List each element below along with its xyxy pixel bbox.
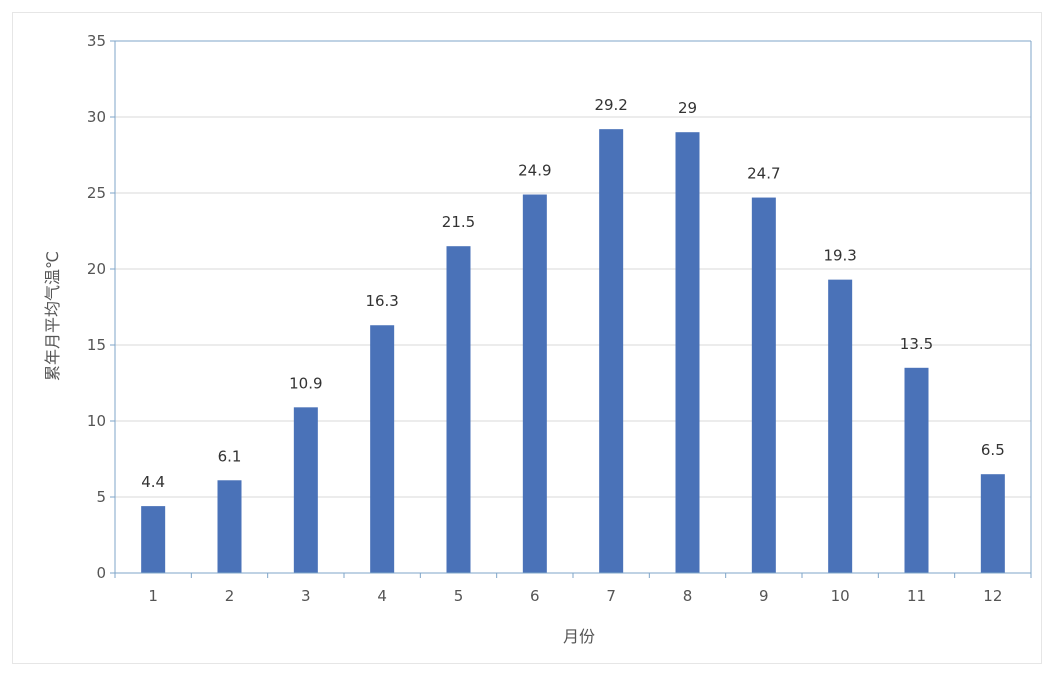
bar-7 — [599, 129, 624, 573]
data-label: 10.9 — [289, 374, 322, 392]
data-label: 21.5 — [442, 213, 475, 231]
bar-12 — [980, 474, 1005, 573]
y-tick-label: 0 — [96, 564, 106, 582]
y-tick-label: 25 — [87, 184, 106, 202]
bar-2 — [217, 480, 242, 573]
y-tick-label: 10 — [87, 412, 106, 430]
data-label: 4.4 — [141, 473, 165, 491]
x-tick-label: 4 — [377, 587, 387, 605]
x-tick-label: 7 — [606, 587, 616, 605]
data-label: 29 — [678, 99, 697, 117]
x-tick-label: 6 — [530, 587, 540, 605]
bar-8 — [675, 132, 700, 573]
data-label: 24.7 — [747, 165, 780, 183]
x-tick-label: 11 — [907, 587, 926, 605]
x-axis-title: 月份 — [563, 627, 595, 646]
chart-frame: 0 5 10 15 20 25 30 35 1 2 3 4 5 6 7 8 9 10 11 12 4.4 6.1 10.9… — [12, 12, 1042, 664]
bar-11 — [904, 367, 929, 573]
bar-4 — [370, 325, 395, 573]
bars — [141, 129, 1005, 573]
data-label: 29.2 — [594, 96, 627, 114]
x-tick-label: 5 — [454, 587, 464, 605]
x-tick-label: 8 — [683, 587, 693, 605]
bar-10 — [828, 279, 853, 573]
data-label: 6.5 — [981, 441, 1005, 459]
y-tick-label: 30 — [87, 108, 106, 126]
data-labels: 4.4 6.1 10.9 16.3 21.5 24.9 29.2 29 24.7 19.3 13.5… — [141, 96, 1005, 491]
x-tick-label: 10 — [831, 587, 850, 605]
bar-5 — [446, 246, 471, 573]
x-tick-label: 3 — [301, 587, 311, 605]
bar-9 — [751, 197, 776, 573]
x-tick-label: 2 — [225, 587, 235, 605]
gridlines — [115, 40, 1031, 498]
y-tick-label: 20 — [87, 260, 106, 278]
y-tick-label: 35 — [87, 32, 106, 50]
data-label: 13.5 — [900, 335, 933, 353]
bar-6 — [522, 194, 547, 573]
bar-1 — [141, 506, 166, 573]
data-label: 6.1 — [218, 447, 242, 465]
x-tick-label: 1 — [148, 587, 158, 605]
data-label: 19.3 — [823, 247, 856, 265]
bar-3 — [293, 407, 318, 573]
y-axis-title: 累年月平均气温℃ — [43, 251, 62, 381]
data-label: 24.9 — [518, 162, 551, 180]
y-tick-label: 15 — [87, 336, 106, 354]
data-label: 16.3 — [365, 292, 398, 310]
x-tick-label: 12 — [983, 587, 1002, 605]
x-tick-label: 9 — [759, 587, 769, 605]
y-tick-label: 5 — [96, 488, 106, 506]
